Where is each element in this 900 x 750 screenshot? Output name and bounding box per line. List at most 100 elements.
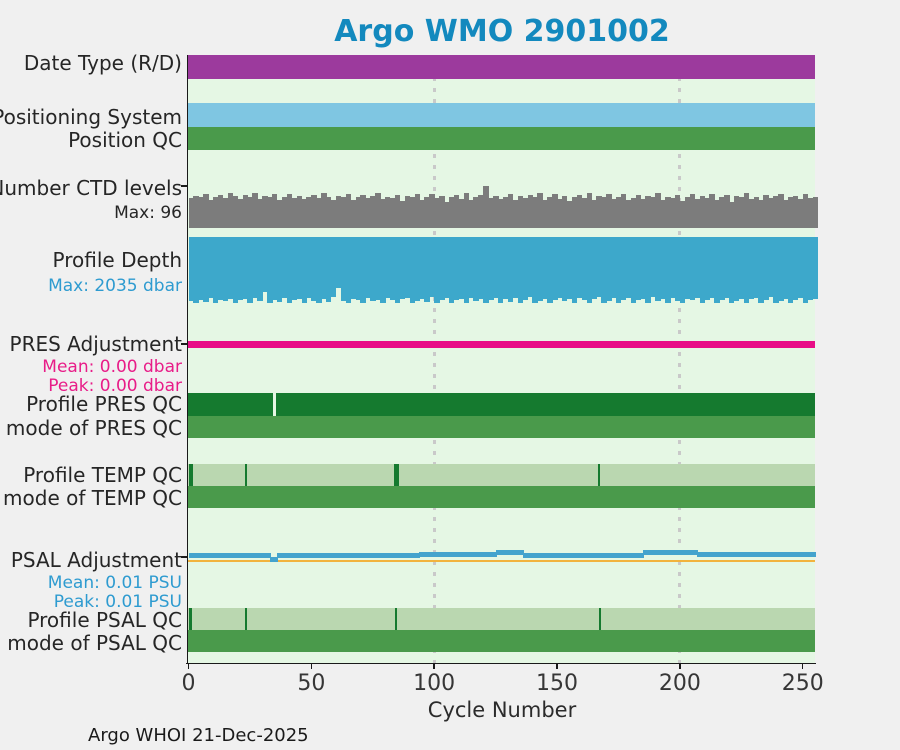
profile-depth-bar xyxy=(463,237,470,303)
profile-depth-bar xyxy=(812,237,818,300)
profile-depth-bar xyxy=(434,237,440,303)
profile-depth-bar xyxy=(257,237,263,302)
x-tick xyxy=(801,664,804,669)
ctd-levels-bar xyxy=(797,199,804,228)
ctd-levels-bar xyxy=(591,200,597,228)
profile-depth-bar xyxy=(493,237,499,298)
ctd-levels-bar xyxy=(694,199,701,228)
gridline-cycle-200 xyxy=(678,55,682,663)
row-label-profile-pres-qc: Profile PRES QC xyxy=(26,392,182,416)
ctd-levels-bar xyxy=(276,200,283,228)
ctd-levels-bar xyxy=(527,195,533,228)
ctd-levels-bar xyxy=(193,195,199,228)
profile-depth-bar xyxy=(193,237,199,303)
profile-depth-bar xyxy=(478,237,484,300)
ctd-levels-bar xyxy=(237,198,244,228)
profile-depth-bar xyxy=(522,237,529,300)
ctd-levels-bar xyxy=(571,197,578,228)
x-tick-label: 50 xyxy=(297,671,326,696)
profile-depth-bar xyxy=(232,237,239,303)
ctd-levels-bar xyxy=(802,193,809,228)
profile-psal-qc-mark xyxy=(394,608,398,630)
ctd-levels-bar xyxy=(670,198,676,228)
profile-depth-bar xyxy=(561,237,568,302)
ctd-levels-bar xyxy=(650,196,656,228)
ctd-levels-bar xyxy=(522,198,529,228)
profile-depth-bar xyxy=(247,237,253,303)
profile-depth-bar xyxy=(758,237,764,303)
ctd-levels-bar xyxy=(684,197,691,228)
ctd-levels-bar xyxy=(547,196,553,228)
profile-depth-bar xyxy=(611,237,617,299)
profile-depth-bar xyxy=(276,237,283,303)
ctd-levels-bar xyxy=(552,194,558,228)
profile-depth-bar xyxy=(807,237,814,301)
profile-depth-bar xyxy=(665,237,671,303)
ctd-levels-bar xyxy=(439,196,445,228)
profile-depth-bar xyxy=(660,237,666,300)
profile-depth-bar xyxy=(640,237,646,299)
ctd-levels-bar xyxy=(321,193,327,228)
profile-depth-bar xyxy=(591,237,597,300)
ctd-levels-bar xyxy=(704,197,710,228)
profile-depth-bar xyxy=(453,237,460,301)
ctd-levels-bar xyxy=(419,199,425,228)
band-mode-pres-qc xyxy=(187,416,815,438)
band-position-qc xyxy=(187,127,815,150)
ctd-levels-bar xyxy=(399,200,406,228)
profile-depth-bar xyxy=(512,237,519,299)
ctd-levels-bar xyxy=(507,193,514,228)
profile-depth-bar xyxy=(719,237,725,301)
ctd-levels-bar xyxy=(306,196,312,228)
profile-depth-bar xyxy=(385,237,391,299)
ctd-levels-bar xyxy=(576,194,583,228)
profile-depth-bar xyxy=(704,237,710,300)
x-tick-label: 150 xyxy=(536,671,579,696)
profile-depth-bar xyxy=(576,237,583,299)
ctd-levels-bar xyxy=(208,199,214,228)
ctd-levels-bar xyxy=(463,193,470,228)
row-label-mode-psal-qc: mode of PSAL QC xyxy=(7,631,182,655)
row-label-profile-depth: Profile Depth xyxy=(52,248,182,272)
profile-temp-qc-mark xyxy=(393,464,399,486)
ctd-levels-bar xyxy=(620,193,627,228)
ctd-levels-bar xyxy=(360,195,366,228)
profile-depth-bar xyxy=(488,237,494,301)
ctd-levels-bar xyxy=(606,194,612,228)
row-label-mode-temp-qc: mode of TEMP QC xyxy=(3,486,182,510)
x-tick-label: 100 xyxy=(413,671,456,696)
band-profile-pres-qc xyxy=(187,393,815,416)
profile-depth-bar xyxy=(502,237,509,300)
profile-depth-bar xyxy=(674,237,681,301)
profile-depth-bar xyxy=(620,237,627,300)
ctd-levels-bar xyxy=(429,194,435,228)
profile-depth-bar xyxy=(345,237,352,303)
profile-depth-bar xyxy=(630,237,637,303)
profile-depth-bar xyxy=(439,237,445,300)
y-axis-spine xyxy=(186,55,189,663)
profile-depth-bar xyxy=(311,237,317,301)
ctd-levels-bar xyxy=(222,197,229,228)
ctd-levels-bar xyxy=(719,196,725,228)
ctd-levels-bar xyxy=(542,199,548,228)
profile-depth-bar xyxy=(748,237,755,300)
x-tick xyxy=(187,664,190,669)
ctd-levels-bar xyxy=(404,195,411,228)
ctd-levels-bar xyxy=(768,198,774,228)
profile-depth-bar xyxy=(768,237,774,298)
ctd-levels-bar xyxy=(242,195,248,228)
profile-depth-bar xyxy=(699,237,705,303)
x-axis-spine xyxy=(185,662,816,665)
profile-depth-bar xyxy=(340,237,347,302)
profile-depth-bar xyxy=(203,237,209,302)
ctd-levels-bar xyxy=(743,193,750,228)
psal-adjustment-segment xyxy=(522,553,644,558)
profile-psal-qc-mark xyxy=(188,608,193,630)
y-tick xyxy=(181,185,187,187)
profile-depth-bar xyxy=(615,237,622,303)
row-label-date-type: Date Type (R/D) xyxy=(23,51,182,75)
ctd-levels-bar xyxy=(350,200,357,228)
ctd-levels-bar xyxy=(330,199,337,228)
ctd-levels-bar xyxy=(301,199,307,228)
